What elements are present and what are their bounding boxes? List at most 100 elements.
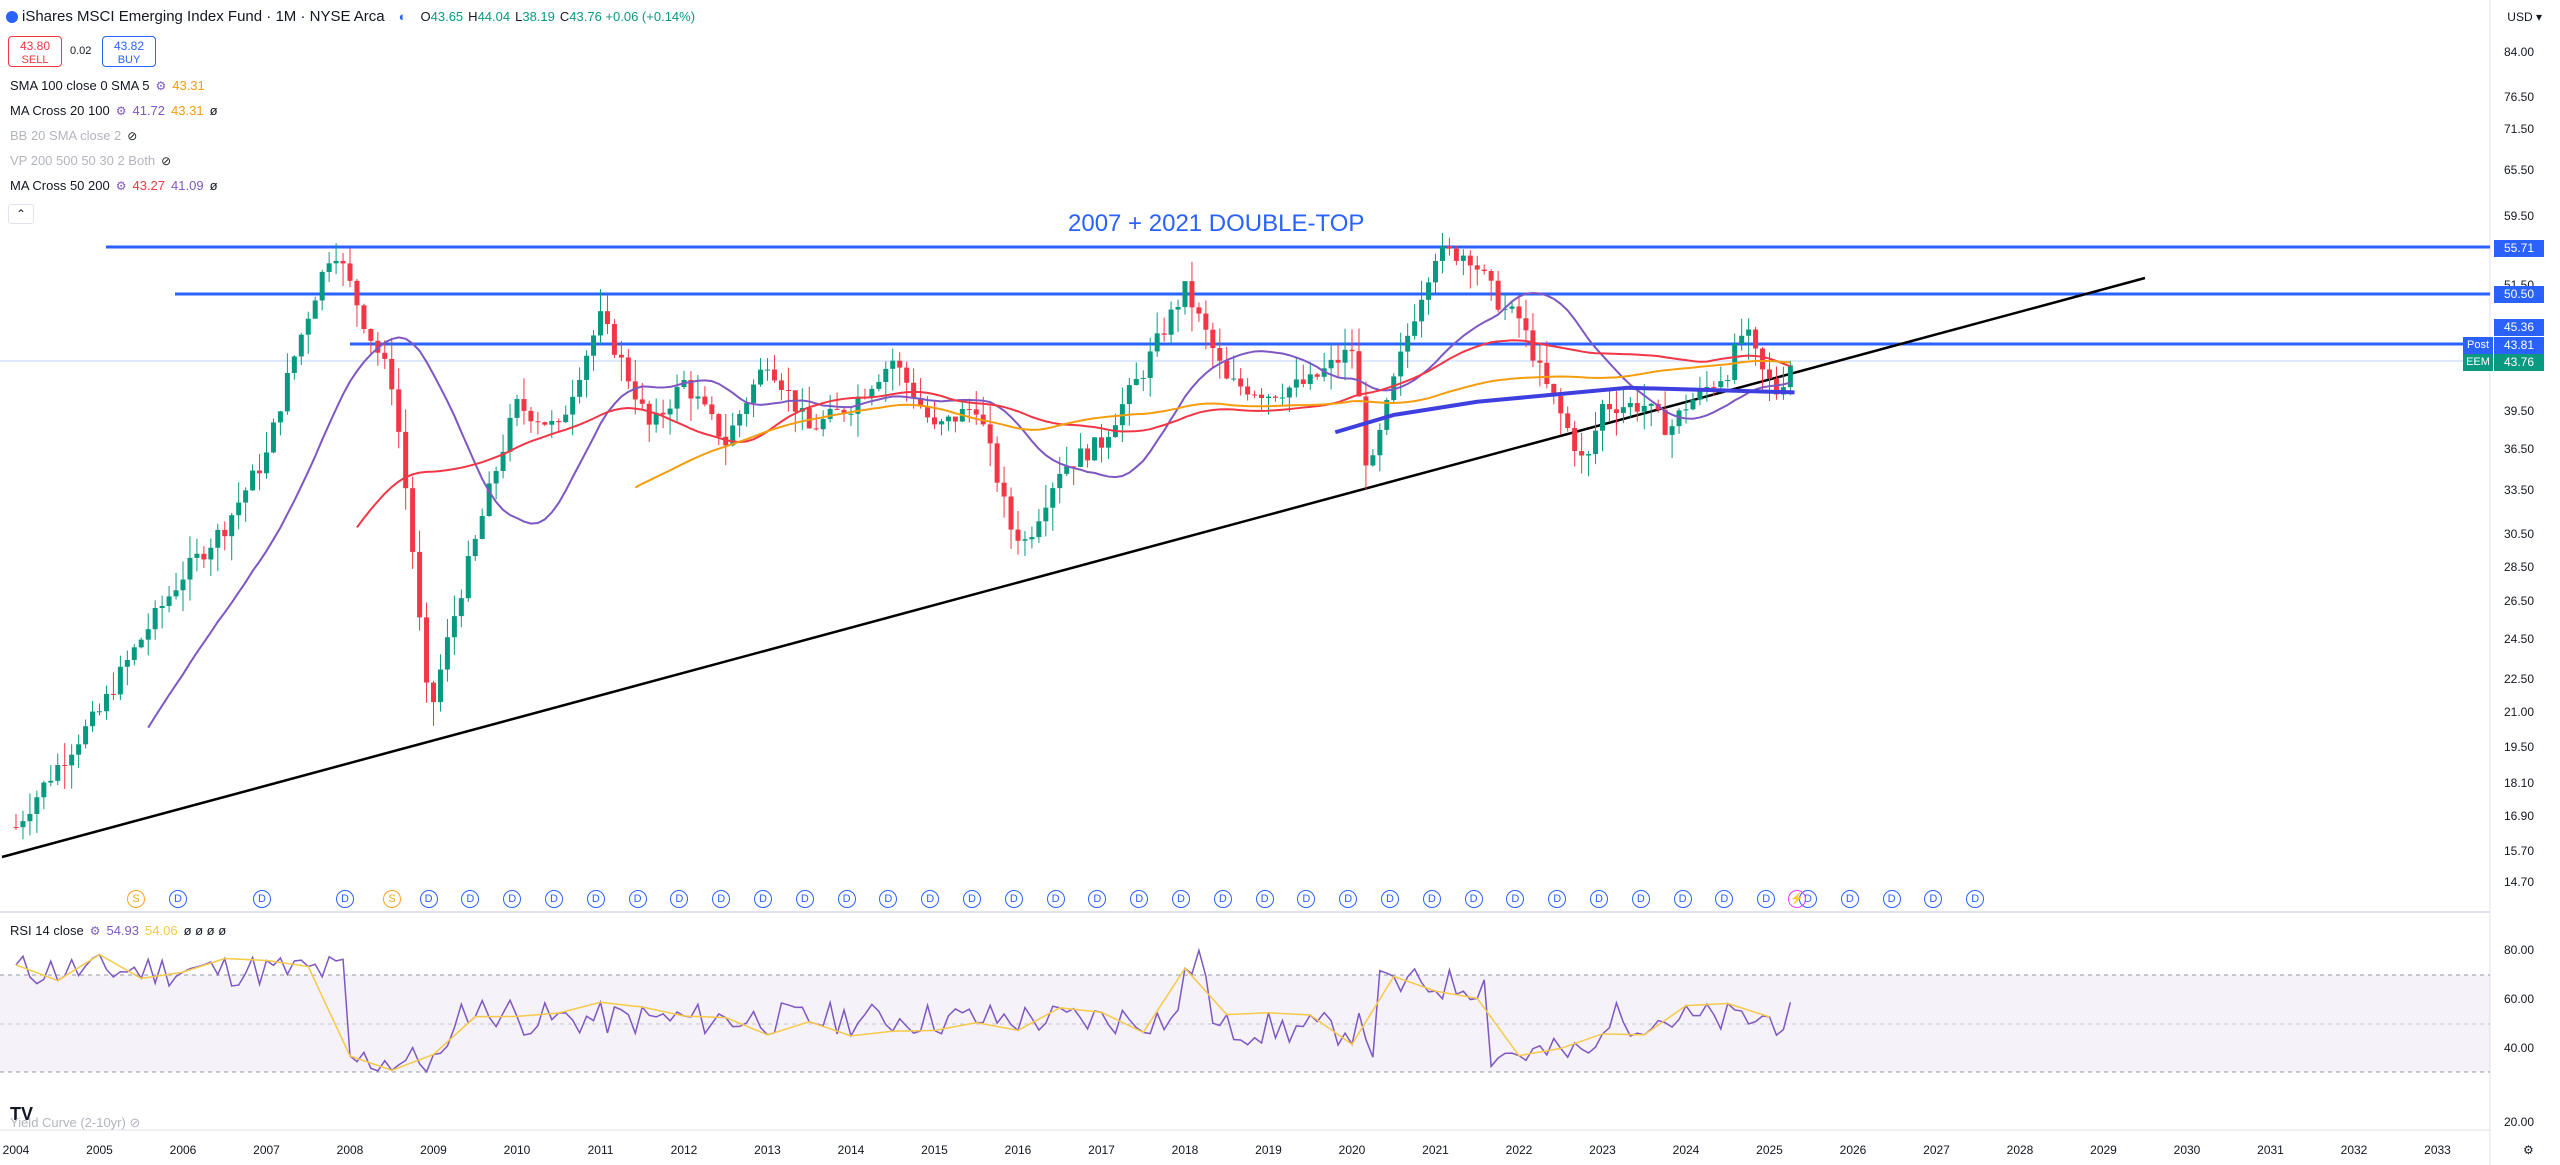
price-axis-label: 18.10	[2504, 775, 2535, 790]
rsi-value: 54.93	[106, 923, 140, 938]
dividend-marker[interactable]: D	[1882, 890, 1901, 908]
dividend-marker[interactable]: D	[1673, 890, 1692, 908]
candle-body	[410, 488, 416, 552]
eye-off-icon[interactable]: ⊘	[127, 128, 138, 143]
dividend-marker[interactable]: D	[503, 890, 522, 908]
dividend-marker[interactable]: D	[1590, 890, 1608, 908]
dividend-marker[interactable]: D	[1422, 890, 1441, 908]
candle-body	[591, 335, 597, 356]
candle-body	[973, 409, 979, 415]
indicator-value: 41.09	[171, 178, 204, 193]
dividend-marker[interactable]: D	[921, 890, 940, 908]
dividend-marker[interactable]: D	[169, 890, 187, 908]
dividend-marker[interactable]: D	[1381, 890, 1399, 908]
dividend-marker[interactable]: D	[1046, 890, 1065, 908]
rsi-label[interactable]: RSI 14 close	[10, 923, 84, 938]
dividend-marker[interactable]: D	[1464, 890, 1483, 908]
indicator-row[interactable]: BB 20 SMA close 2 ⊘	[10, 128, 143, 143]
eye-off-icon[interactable]: ⊘	[129, 1115, 141, 1130]
dividend-marker[interactable]: D	[1255, 890, 1274, 908]
time-axis-label: 2015	[921, 1143, 948, 1157]
time-axis-label: 2022	[1505, 1143, 1533, 1157]
dividend-marker[interactable]: D	[1924, 890, 1943, 908]
time-axis-label: 2005	[86, 1143, 113, 1157]
dividend-marker[interactable]: D	[1757, 890, 1776, 908]
indicator-row[interactable]: VP 200 500 50 30 2 Both ⊘	[10, 153, 177, 168]
ma200-line	[1334, 385, 1795, 435]
eye-off-icon[interactable]: ⊘	[161, 153, 172, 168]
candle-body	[1620, 407, 1626, 414]
dividend-marker[interactable]: D	[1297, 890, 1316, 908]
price-axis-label: 21.00	[2504, 705, 2535, 720]
candle-body	[257, 470, 263, 474]
dividend-marker[interactable]: D	[837, 890, 856, 908]
candle-body	[215, 529, 221, 548]
candle-body	[1446, 246, 1452, 249]
dividend-marker[interactable]: D	[1130, 890, 1149, 908]
settings-icon[interactable]: ⚙	[89, 923, 101, 938]
dividend-marker[interactable]: D	[461, 890, 480, 908]
dividend-marker[interactable]: D	[1004, 890, 1023, 908]
dividend-marker[interactable]: D	[253, 890, 271, 908]
indicator-row[interactable]: SMA 100 close 0 SMA 5 ⚙ 43.31	[10, 78, 211, 93]
candle-body	[159, 605, 165, 609]
dividend-marker[interactable]: D	[1213, 890, 1232, 908]
dividend-marker[interactable]: D	[754, 890, 772, 908]
candle-body	[952, 416, 958, 422]
indicator-row[interactable]: MA Cross 50 200 ⚙ 43.27 41.09 ø	[10, 178, 224, 193]
dividend-marker[interactable]: D	[1840, 890, 1859, 908]
settings-icon[interactable]: ⚙	[115, 103, 127, 118]
compare-icon[interactable]: ◐	[398, 9, 407, 24]
buy-button[interactable]: 43.82 BUY	[102, 36, 156, 67]
dividend-marker[interactable]: D	[1715, 890, 1734, 908]
dividend-marker[interactable]: D	[795, 890, 814, 908]
dividend-marker[interactable]: D	[712, 890, 731, 908]
dividend-marker[interactable]: D	[670, 890, 689, 908]
price-axis-label: 30.50	[2504, 527, 2535, 542]
split-marker[interactable]: S	[127, 890, 145, 908]
dividend-marker[interactable]: D	[1088, 890, 1107, 908]
candle-body	[737, 414, 743, 426]
candle-body	[1182, 281, 1188, 308]
candle-body	[514, 399, 520, 418]
double-top-annotation[interactable]: 2007 + 2021 DOUBLE-TOP	[1068, 210, 1365, 237]
currency-selector[interactable]: USD ▾	[2507, 10, 2542, 24]
dividend-marker[interactable]: D	[628, 890, 647, 908]
settings-icon[interactable]: ⚙	[2523, 1143, 2534, 1157]
dividend-marker[interactable]: D	[1548, 890, 1567, 908]
yield-curve-label[interactable]: Yield Curve (2-10yr) ⊘	[10, 1115, 140, 1131]
dividend-marker[interactable]: D	[586, 890, 605, 908]
dividend-marker[interactable]: D	[879, 890, 898, 908]
price-tag-label: Post	[2463, 337, 2493, 354]
rsi-line	[15, 947, 1792, 1074]
earnings-marker[interactable]: ⚡	[1788, 890, 1806, 908]
candle-body	[1544, 362, 1550, 385]
dividend-marker[interactable]: D	[1172, 890, 1190, 908]
chevron-up-icon[interactable]: ⌃	[8, 204, 34, 224]
dividend-marker[interactable]: D	[336, 890, 354, 908]
candle-body	[1439, 246, 1445, 261]
settings-icon[interactable]: ⚙	[115, 178, 127, 193]
candle-body	[1697, 388, 1703, 400]
candle-body	[611, 324, 617, 355]
symbol-title[interactable]: iShares MSCI Emerging Index Fund · 1M · …	[22, 8, 385, 25]
candle-body	[1085, 448, 1091, 461]
candle-body	[716, 414, 722, 437]
indicator-row[interactable]: MA Cross 20 100 ⚙ 41.72 43.31 ø	[10, 103, 224, 118]
tradingview-logo[interactable]: TV	[10, 1104, 34, 1124]
dividend-marker[interactable]: D	[1506, 890, 1525, 908]
dividend-marker[interactable]: D	[419, 890, 438, 908]
sell-button[interactable]: 43.80 SELL	[8, 36, 62, 67]
dividend-marker[interactable]: D	[545, 890, 563, 908]
rsi-axis-label: 60.00	[2504, 992, 2535, 1006]
ohlc-value: 43.76 +0.06 (+0.14%)	[569, 9, 696, 24]
dividend-marker[interactable]: D	[1339, 890, 1358, 908]
candle-body	[1537, 360, 1543, 363]
candle-body	[270, 422, 276, 453]
split-marker[interactable]: S	[383, 890, 401, 908]
dividend-marker[interactable]: D	[963, 890, 981, 908]
dividend-marker[interactable]: D	[1966, 890, 1985, 908]
settings-icon[interactable]: ⚙	[155, 78, 167, 93]
dividend-marker[interactable]: D	[1631, 890, 1650, 908]
